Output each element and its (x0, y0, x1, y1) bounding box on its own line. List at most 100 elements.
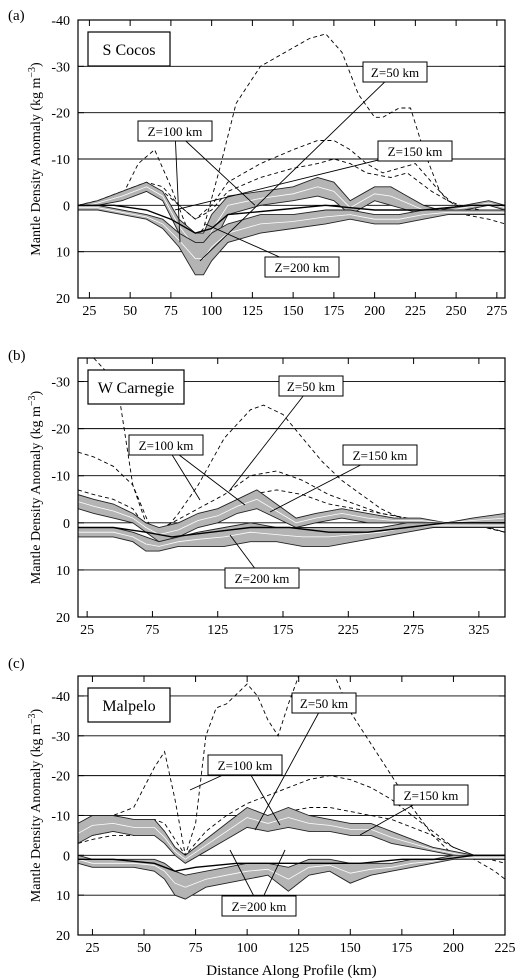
x-tick-label: 100 (237, 941, 258, 956)
x-tick-label: 175 (323, 304, 344, 319)
series-line-6 (78, 204, 505, 234)
x-tick-label: 225 (338, 623, 359, 638)
y-tick-label: 0 (63, 199, 70, 214)
annotation-box (342, 444, 418, 466)
annotation-label: Z=200 km (235, 571, 290, 586)
annotation-leader (229, 385, 312, 491)
annotation-box (362, 61, 428, 83)
profile-name-box (87, 369, 185, 405)
y-tick-label: 0 (63, 517, 70, 532)
profile-name: Malpelo (102, 698, 155, 715)
annotation-label: Z=150 km (353, 448, 408, 463)
annotation-label: Z=150 km (388, 144, 443, 159)
series-group (78, 358, 505, 552)
panel-letter: (b) (8, 348, 26, 364)
x-tick-label: 75 (164, 304, 178, 319)
y-tick-label: 20 (56, 929, 70, 944)
annotation-box (207, 754, 283, 776)
x-tick-label: 325 (468, 623, 489, 638)
x-tick-label: 75 (145, 623, 159, 638)
x-tick-label: 275 (403, 623, 424, 638)
y-tick-label: -40 (51, 14, 70, 29)
x-tick-label: 250 (446, 304, 467, 319)
profile-name-box (87, 31, 171, 67)
y-tick-label: -20 (51, 107, 70, 122)
annotation-box (393, 784, 469, 806)
series-band-center-4 (78, 817, 505, 860)
annotation-leader (174, 130, 181, 243)
annotation-box (291, 692, 357, 714)
y-tick-label: 10 (56, 889, 70, 904)
series-line-6 (78, 854, 505, 872)
annotation-box (137, 120, 213, 142)
series-line-1 (78, 676, 505, 880)
y-tick-label: -20 (51, 770, 70, 785)
annotation-label: Z=50 km (371, 65, 419, 80)
series-group (78, 676, 505, 900)
x-tick-label: 175 (391, 941, 412, 956)
annotation-label: Z=200 km (232, 899, 287, 914)
series-band-center-5 (78, 207, 505, 259)
annotation-leader (174, 150, 416, 211)
y-tick-label: -40 (51, 690, 70, 705)
y-tick-label: -10 (51, 153, 70, 168)
y-tick-label: -10 (51, 470, 70, 485)
x-tick-label: 150 (283, 304, 304, 319)
x-tick-label: 200 (443, 941, 464, 956)
series-band-5 (78, 204, 505, 276)
panel-letter: (c) (8, 656, 25, 672)
annotation-box (278, 375, 344, 397)
y-tick-label: -30 (51, 376, 70, 391)
series-band-5 (78, 522, 505, 552)
x-tick-label: 25 (82, 304, 96, 319)
annotation-label: Z=100 km (218, 758, 273, 773)
y-tick-label: -10 (51, 809, 70, 824)
y-tick-label: 20 (56, 292, 70, 307)
y-tick-label: -30 (51, 730, 70, 745)
annotation-label: Z=150 km (404, 788, 459, 803)
profile-name-box (87, 687, 171, 723)
annotation-box (377, 140, 453, 162)
series-line-6 (78, 522, 505, 538)
annotation-label: Z=200 km (275, 260, 330, 275)
annotation-label: Z=50 km (300, 696, 348, 711)
annotation-leader (254, 702, 325, 831)
annotation-box (128, 434, 204, 456)
y-tick-label: -20 (51, 423, 70, 438)
series-band-center-5 (78, 856, 505, 888)
x-tick-label: 125 (242, 304, 263, 319)
y-axis-label: Mantle Density Anomaly (kg m−3) (27, 708, 44, 902)
x-axis-label: Distance Along Profile (km) (206, 963, 376, 979)
x-tick-label: 100 (201, 304, 222, 319)
annotation-label: Z=50 km (287, 379, 335, 394)
x-tick-label: 25 (85, 941, 99, 956)
y-tick-label: 10 (56, 246, 70, 261)
x-tick-label: 150 (340, 941, 361, 956)
y-tick-label: 0 (63, 849, 70, 864)
plot-frame (77, 675, 506, 936)
x-tick-label: 175 (273, 623, 294, 638)
annotation-leader (199, 71, 396, 262)
profile-name: W Carnegie (98, 380, 175, 397)
y-tick-label: -30 (51, 60, 70, 75)
panel-1: (a) -40 -30 -20 -10 0 10 20 25 50 75 100 125 150 175 20… (8, 8, 507, 319)
annotation-box (224, 567, 300, 589)
series-band-center-4 (78, 498, 505, 536)
annotation-box (264, 256, 340, 278)
y-axis-label: Mantle Density Anomaly (kg m−3) (27, 390, 44, 584)
x-tick-label: 200 (364, 304, 385, 319)
annotation-label: Z=100 km (148, 124, 203, 139)
annotation-leader (174, 130, 256, 206)
plot-frame (77, 357, 506, 618)
x-tick-label: 25 (80, 623, 94, 638)
x-tick-label: 75 (189, 941, 203, 956)
x-tick-label: 50 (123, 304, 137, 319)
y-tick-label: 20 (56, 611, 70, 626)
y-tick-label: 10 (56, 564, 70, 579)
x-tick-label: 125 (207, 623, 228, 638)
panel-letter: (a) (8, 8, 25, 24)
x-tick-label: 50 (137, 941, 151, 956)
x-tick-label: 225 (405, 304, 426, 319)
x-tick-label: 275 (486, 304, 507, 319)
